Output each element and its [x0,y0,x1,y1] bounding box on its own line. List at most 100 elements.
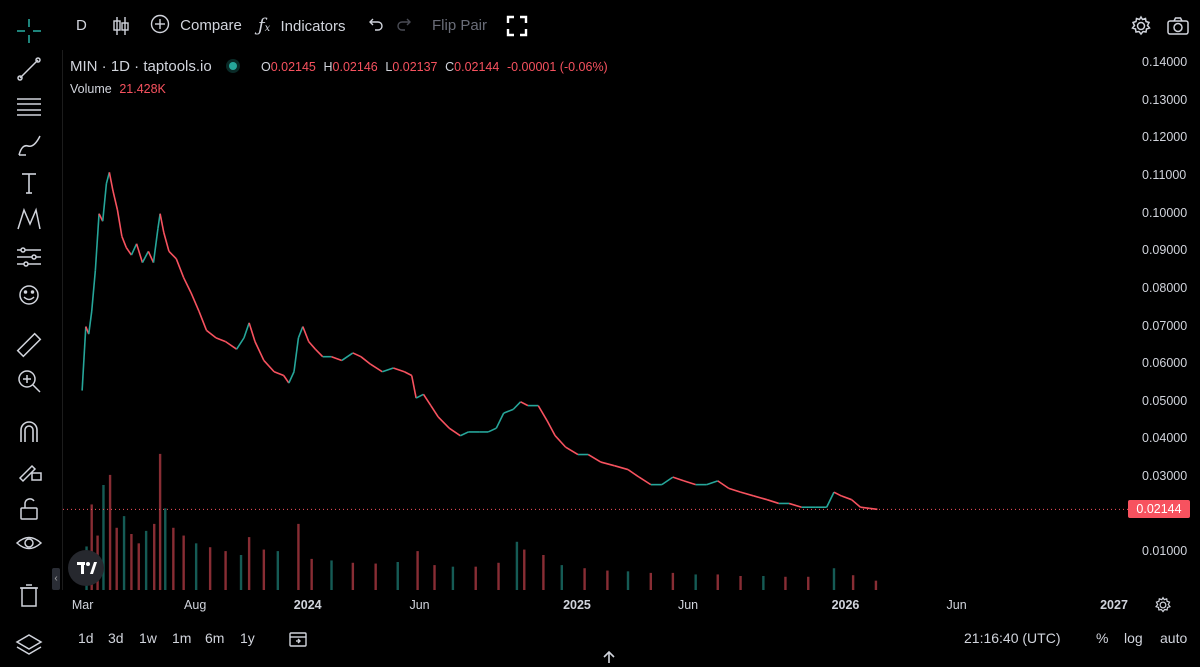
range-1y-button[interactable]: 1y [240,630,255,646]
price-segment [860,506,870,510]
pattern-icon[interactable] [14,204,44,234]
price-segment [168,250,177,260]
time-tick-label: 2025 [563,598,591,612]
volume-bar [194,543,198,590]
volume-bar [542,555,545,590]
price-segment [627,468,640,478]
range-1w-button[interactable]: 1w [139,630,157,646]
volume-bar [649,572,653,590]
price-segment [740,491,755,497]
candles-icon[interactable] [112,15,130,39]
axis-settings-icon[interactable] [1154,596,1172,617]
volume-bar [497,562,500,590]
volume-bar [297,523,300,590]
price-segment [225,340,238,350]
price-segment [293,337,300,372]
flip-pair-button[interactable]: Flip Pair [432,17,488,34]
ruler-icon[interactable] [14,330,44,360]
price-segment [448,427,461,437]
volume-bar [182,535,185,590]
chart-pane[interactable] [62,50,1129,590]
top-toolbar: D Compare ƒx Indicators Flip Pair [60,0,1200,50]
price-segment [841,495,852,501]
price-tick-label: 0.11000 [1142,168,1187,183]
price-segment [393,367,405,373]
high-label: H [323,60,333,74]
emoji-icon[interactable] [14,280,44,310]
volume-bar [351,562,355,590]
volume-bar [374,563,377,590]
time-tick-label: 2024 [293,598,322,612]
price-segment [190,292,200,312]
price-segment [614,465,629,471]
price-segment [314,348,324,358]
lock-drawing-icon[interactable] [14,454,44,484]
volume-bar [224,551,227,590]
interval-button[interactable]: D [76,17,87,34]
compare-button[interactable]: Compare [150,14,242,38]
date-range-icon[interactable] [288,630,308,651]
auto-toggle[interactable]: auto [1160,630,1188,646]
drawing-toolbar [0,0,58,666]
collapse-toolbar-button[interactable]: ‹ [52,568,60,590]
unlock-icon[interactable] [14,494,44,524]
price-segment [422,393,432,407]
zoom-in-icon[interactable] [14,366,44,396]
indicators-button[interactable]: ƒx Indicators [258,14,346,38]
price-segment [546,420,556,437]
price-segment [587,453,602,463]
time-tick-label: Jun [677,598,699,612]
forecast-icon[interactable] [14,242,44,272]
log-toggle[interactable]: log [1124,630,1143,646]
expand-up-icon[interactable] [602,650,616,667]
volume-bar [158,453,162,590]
price-segment [235,337,245,350]
symbol-title[interactable]: MIN · 1D · taptools.io [70,58,212,75]
fib-icon[interactable] [14,92,44,122]
volume-bar [606,570,609,590]
magnet-icon[interactable] [14,416,44,446]
range-1m-button[interactable]: 1m [172,630,192,646]
camera-icon[interactable] [1166,15,1190,39]
settings-gear-icon[interactable] [1130,15,1152,39]
volume-bar [451,566,455,590]
crosshair-icon[interactable] [14,16,44,46]
price-segment [753,495,768,501]
time-axis[interactable]: Mar Aug 2024 Jun 2025 Jun 2026 Jun 2027 [62,592,1128,618]
price-segment [273,370,284,377]
undo-icon[interactable] [366,14,384,38]
price-tick-label: 0.03000 [1142,469,1188,484]
volume-bar [433,565,436,590]
clock-time[interactable]: 21:16:40 (UTC) [964,630,1061,646]
eye-icon[interactable] [14,528,44,558]
price-segment [297,326,304,339]
range-1d-button[interactable]: 1d [78,630,94,646]
trash-icon[interactable] [14,580,44,610]
volume-bar [108,474,112,590]
range-6m-button[interactable]: 6m [205,630,225,646]
price-axis[interactable]: 0.14000 0.13000 0.12000 0.11000 0.10000 0.090… [1128,50,1200,590]
layers-icon[interactable] [14,630,44,660]
text-icon[interactable] [14,168,44,198]
range-3d-button[interactable]: 3d [108,630,124,646]
price-segment [825,491,835,508]
compare-label: Compare [180,17,242,34]
volume-bar [416,551,419,590]
price-segment [101,183,108,222]
price-segment [108,172,114,192]
redo-icon[interactable] [396,14,414,38]
trend-line-icon[interactable] [14,54,44,84]
fullscreen-icon[interactable] [506,15,528,39]
open-value: 0.02145 [270,60,316,74]
price-segment [554,435,567,448]
tradingview-logo[interactable] [68,550,104,586]
percent-toggle[interactable]: % [1096,630,1109,646]
volume-label: Volume [70,82,112,96]
volume-bar [276,551,280,590]
price-segment [175,258,185,278]
volume-bar [560,565,563,590]
volume-bar [239,555,243,590]
price-segment [352,352,362,358]
price-segment [331,355,343,362]
brush-icon[interactable] [14,130,44,160]
